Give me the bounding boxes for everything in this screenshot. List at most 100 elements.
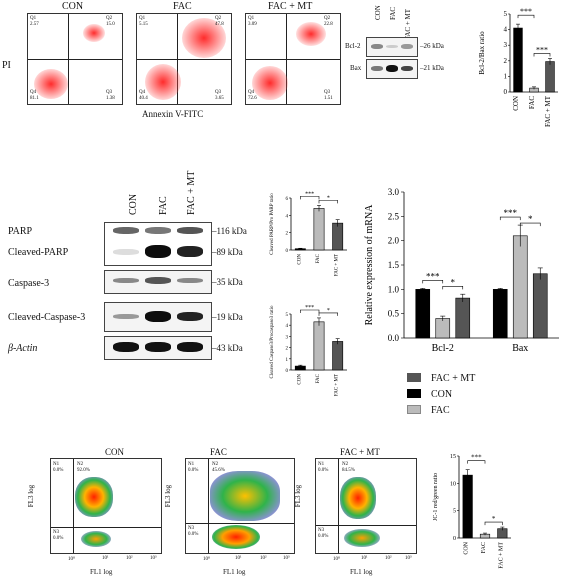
q1-label: Q1 3.09 xyxy=(248,16,257,27)
bar xyxy=(492,289,508,339)
blot-parp xyxy=(104,222,212,266)
bar xyxy=(512,235,528,339)
y-tick-label: 5 xyxy=(286,313,289,318)
tick-label: 10¹ xyxy=(361,556,368,561)
y-tick-label: 1 xyxy=(286,358,289,363)
blot-beta-actin xyxy=(104,336,212,360)
kda-parp: –116 kDa xyxy=(212,226,247,236)
significance-bracket xyxy=(422,280,444,284)
y-tick-label: 2 xyxy=(504,57,508,65)
legend-swatch xyxy=(407,404,421,414)
y-tick-label: 2.0 xyxy=(388,236,400,246)
y-tick-label: 3 xyxy=(286,335,289,340)
significance-label: * xyxy=(492,515,496,523)
bar xyxy=(532,273,548,339)
q1-label: Q1 2.57 xyxy=(30,16,39,27)
fl1-axis-label: FL1 log xyxy=(223,568,246,576)
y-tick-label: 1.0 xyxy=(388,284,400,294)
n1-label: N1 0.0% xyxy=(188,462,199,473)
bar xyxy=(435,318,451,339)
significance-bracket xyxy=(533,53,551,57)
q1-label: Q1 5.15 xyxy=(139,16,148,27)
significance-bracket xyxy=(318,312,338,316)
y-tick-label: 5 xyxy=(453,509,456,515)
significance-bracket xyxy=(300,196,320,200)
y-tick-label: 6 xyxy=(286,197,289,202)
x-tick-label: CON xyxy=(297,374,302,385)
y-tick-label: 0.0 xyxy=(388,333,400,343)
fl1-axis-label: FL1 log xyxy=(350,568,373,576)
y-tick-label: 1.5 xyxy=(388,260,400,270)
tick-label: 10³ xyxy=(405,556,412,561)
x-tick-label: CON xyxy=(512,96,520,111)
tick-label: 10⁰ xyxy=(68,557,76,562)
significance-label: * xyxy=(528,214,533,224)
fl3-axis-label: FL3 log xyxy=(294,484,303,508)
y-axis-label: Cleaved PARP/Pro PARP ratio xyxy=(270,193,275,255)
bar xyxy=(313,208,325,251)
blot-caspase3 xyxy=(104,270,212,294)
x-tick-label: Bcl-2 xyxy=(432,343,454,354)
significance-bracket xyxy=(484,521,503,526)
n2-label: N2 92.0% xyxy=(77,462,90,473)
blot-cleaved-caspase3 xyxy=(104,302,212,332)
n2-label: N2 45.6% xyxy=(212,462,225,473)
kda-caspase3: –35 kDa xyxy=(212,277,243,287)
bar xyxy=(455,297,471,339)
x-tick-label: FAC + MT xyxy=(335,374,340,396)
y-tick-label: 10 xyxy=(450,481,456,487)
significance-bracket xyxy=(519,222,541,227)
fl3-axis-label: FL3 log xyxy=(164,484,173,508)
y-tick-label: 0.5 xyxy=(388,309,400,319)
tick-label: 10² xyxy=(260,556,267,561)
significance-label: *** xyxy=(520,7,532,16)
q3-label: Q3 1.51 xyxy=(324,90,333,101)
cleaved-caspase3-ratio-chart: 0 1 2 3 4 5 CON FAC FAC + MT Cleaved Caspase3/Pro… xyxy=(270,305,347,396)
x-tick-label: Bax xyxy=(512,343,528,354)
x-tick-label: CON xyxy=(297,254,302,265)
mrna-expression-chart: 0.0 0.5 1.0 1.5 2.0 2.5 3.0 Relative expression… xyxy=(364,187,559,354)
tick-label: 10⁰ xyxy=(203,557,211,562)
legend-label: CON xyxy=(431,389,453,400)
y-tick-label: 4 xyxy=(504,26,508,34)
significance-label: *** xyxy=(536,45,548,54)
tick-label: 10³ xyxy=(150,556,157,561)
fl3-axis-label: FL3 log xyxy=(27,484,36,508)
fl1-axis-label: FL1 log xyxy=(90,568,113,576)
y-axis-label: Cleaved Caspase3/Procaspase3 ratio xyxy=(270,305,275,379)
y-axis-label: Bcl-2/Bax ratio xyxy=(478,31,486,75)
q4-label: Q4 81.1 xyxy=(30,90,39,101)
bcl2-bax-ratio-chart: 0 1 2 3 4 5 CON FAC FAC + MT Bcl-2/Bax ratio *** **… xyxy=(478,7,558,127)
y-tick-label: 4 xyxy=(286,214,289,219)
mid-lane-label-fac: FAC xyxy=(158,196,169,215)
q2-label: Q2 22.8 xyxy=(324,16,333,27)
bar xyxy=(545,61,555,93)
x-tick-label: FAC + MT xyxy=(335,254,340,276)
x-tick-label: CON xyxy=(464,541,470,554)
flow-title-fac: FAC xyxy=(173,1,192,12)
significance-label: *** xyxy=(471,454,482,462)
y-tick-label: 15 xyxy=(450,454,456,460)
significance-label: *** xyxy=(426,271,440,281)
mid-lane-label-con: CON xyxy=(128,193,139,215)
significance-label: *** xyxy=(305,191,314,197)
y-tick-label: 4 xyxy=(286,324,289,329)
tick-label: 10¹ xyxy=(102,556,109,561)
q3-label: Q3 3.65 xyxy=(215,90,224,101)
legend-swatch xyxy=(407,388,421,398)
lane-label-con: CON xyxy=(374,5,382,20)
y-tick-label: 0 xyxy=(286,369,289,374)
tick-label: 10² xyxy=(385,556,392,561)
flow-title-fac-mt: FAC + MT xyxy=(268,1,313,12)
blot-label-parp: PARP xyxy=(8,226,33,237)
blot-label-bcl2: Bcl-2 xyxy=(345,42,361,50)
n1-label: N1 0.0% xyxy=(53,462,64,473)
bar xyxy=(513,27,523,93)
kda-bcl2: –26 kDa xyxy=(420,42,444,50)
y-tick-label: 3 xyxy=(504,41,508,49)
n3-label: N3 0.0% xyxy=(53,530,64,541)
legend: FAC + MT CON FAC xyxy=(407,368,537,418)
n1-label: N1 0.0% xyxy=(318,462,329,473)
kda-beta-actin: –43 kDa xyxy=(212,343,243,353)
x-tick-label: FAC xyxy=(481,542,487,553)
